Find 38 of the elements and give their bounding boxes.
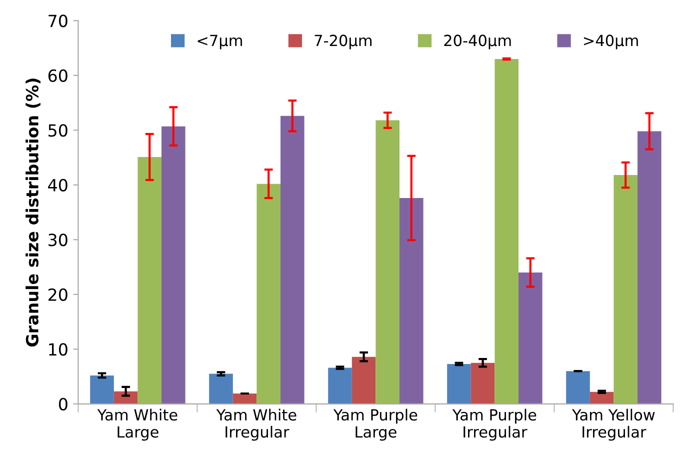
bar xyxy=(232,394,257,404)
y-tick-label: 50 xyxy=(48,124,68,137)
bar xyxy=(352,356,376,404)
bar xyxy=(470,362,495,404)
bar xyxy=(400,198,424,404)
bar xyxy=(590,392,614,404)
legend-label: >40μm xyxy=(584,34,638,50)
y-tick-label: 70 xyxy=(48,14,68,28)
y-tick-label: 60 xyxy=(48,69,68,82)
bar xyxy=(209,374,233,404)
bar xyxy=(376,120,400,404)
bar xyxy=(256,184,280,404)
bar xyxy=(162,126,186,404)
y-tick-label: 40 xyxy=(48,178,68,192)
bar xyxy=(138,156,162,404)
legend-label: 7-20μm xyxy=(314,34,372,50)
y-tick-label: 10 xyxy=(49,343,68,356)
bar xyxy=(328,368,352,404)
x-tick-label: Yam Purple Large xyxy=(333,408,418,441)
x-tick-label: Yam Purple Irregular xyxy=(452,408,536,441)
x-tick-label: Yam Yellow Irregular xyxy=(572,408,655,441)
legend-label: 20-40μm xyxy=(444,34,511,50)
y-tick-label: 30 xyxy=(48,234,68,246)
bar xyxy=(494,58,518,404)
bar xyxy=(447,364,471,404)
bar xyxy=(566,371,590,404)
bar xyxy=(518,272,542,404)
bar xyxy=(638,131,662,404)
y-axis-title: Granule size distribution (%) xyxy=(26,78,40,347)
legend-label: <7μm xyxy=(198,34,242,50)
bar xyxy=(280,116,304,404)
bar xyxy=(614,175,638,404)
y-tick-label: 0 xyxy=(58,398,68,410)
y-tick-label: 20 xyxy=(48,288,68,301)
bar xyxy=(114,391,138,404)
bar xyxy=(90,375,114,404)
x-tick-label: Yam White Large xyxy=(97,408,178,441)
x-tick-label: Yam White Irregular xyxy=(216,408,296,441)
